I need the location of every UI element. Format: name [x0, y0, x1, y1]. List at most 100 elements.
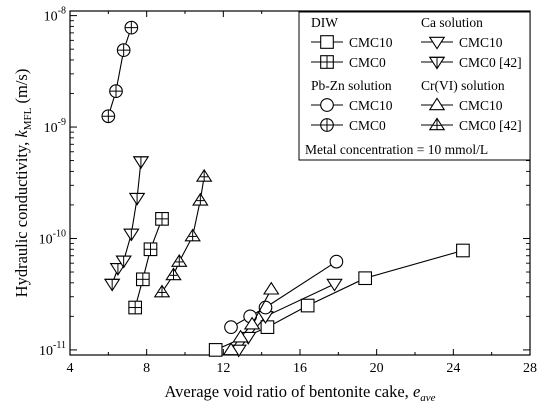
legend-label: CMC0	[349, 55, 386, 70]
x-tick-label: 16	[293, 361, 307, 376]
legend-marker	[428, 56, 446, 70]
square-icon	[260, 320, 275, 335]
data-point	[116, 43, 131, 57]
data-point	[135, 272, 150, 287]
triangle-down-icon	[428, 36, 446, 50]
legend-label: CMC0 [42]	[459, 118, 522, 133]
data-point	[358, 271, 373, 286]
legend-group-title: Pb-Zn solution	[311, 78, 392, 93]
metal-concentration-note: Metal concentration = 10 mmol/L	[305, 142, 488, 157]
legend-entry: CMC10	[311, 98, 393, 113]
square-icon	[300, 298, 315, 313]
square-icon	[456, 243, 470, 258]
triangle-up-icon	[222, 342, 240, 356]
x-tick-label: 12	[216, 361, 230, 376]
circle-icon	[320, 98, 334, 112]
series	[103, 156, 150, 292]
triangle-up-icon	[428, 97, 446, 111]
x-tick-label: 24	[446, 361, 460, 376]
x-tick-label: 4	[67, 361, 74, 376]
series	[222, 281, 280, 356]
data-point	[224, 320, 238, 335]
square-icon	[320, 35, 334, 49]
series	[128, 211, 169, 315]
data-point	[329, 254, 344, 269]
data-point	[300, 298, 315, 313]
legend-label: CMC10	[349, 98, 393, 113]
y-axis-label: Hydraulic conductivity, kMFL (m/s)	[12, 69, 34, 298]
legend-marker	[428, 97, 446, 111]
legend-label: CMC10	[349, 35, 393, 50]
series-line	[230, 261, 337, 328]
legend-entry: CMC10	[311, 35, 393, 50]
data-point	[132, 156, 150, 170]
data-point	[326, 278, 343, 292]
legend-label: CMC10	[459, 35, 503, 50]
series-line	[134, 218, 163, 308]
series-line	[161, 176, 205, 293]
data-point	[101, 109, 116, 124]
x-tick-label: 28	[523, 361, 537, 376]
y-tick-label: 10-8	[44, 6, 66, 25]
data-point	[123, 228, 140, 242]
series	[224, 254, 344, 335]
legend-entry: CMC0 [42]	[421, 55, 522, 70]
data-point	[208, 343, 223, 357]
series-layer	[101, 20, 470, 358]
legend-marker	[320, 55, 334, 69]
data-point	[165, 267, 182, 281]
legend-marker	[428, 117, 446, 131]
legend-marker	[428, 36, 446, 50]
series	[101, 20, 139, 124]
legend-group-title: Ca solution	[421, 15, 483, 30]
data-point	[195, 168, 213, 182]
y-tick-label: 10-11	[39, 340, 66, 359]
legend-marker	[320, 118, 334, 132]
series	[153, 168, 213, 298]
legend-entry: CMC0	[311, 55, 386, 70]
data-point	[128, 300, 143, 315]
data-point	[109, 84, 123, 98]
y-tick-label: 10-9	[44, 117, 66, 136]
data-point	[456, 243, 470, 258]
series-line	[230, 289, 272, 351]
triangle-up-icon	[232, 329, 249, 343]
data-point	[222, 342, 240, 356]
data-point	[184, 228, 201, 242]
data-point	[260, 320, 275, 335]
x-axis-label: Average void ratio of bentonite cake, ea…	[164, 382, 435, 404]
circle-icon	[329, 254, 344, 269]
legend: DIW CMC10 CMC0 Ca solution CMC10 CMC0 [42] Pb-…	[298, 11, 531, 161]
legend-box	[298, 11, 531, 161]
data-point	[128, 192, 146, 206]
legend-label: CMC0 [42]	[459, 55, 522, 70]
square-icon	[358, 271, 373, 286]
data-point	[243, 316, 261, 330]
circle-icon	[224, 320, 238, 335]
y-axis: 10-11 10-10 10-9 10-8	[39, 6, 530, 359]
legend-label: CMC10	[459, 98, 503, 113]
data-point	[115, 255, 132, 269]
data-point	[153, 284, 171, 298]
y-tick-label: 10-10	[39, 228, 66, 247]
data-point	[171, 253, 188, 267]
x-tick-label: 20	[370, 361, 384, 376]
axis-labels: Average void ratio of bentonite cake, ea…	[12, 69, 436, 404]
square-icon	[208, 343, 223, 357]
data-point	[192, 192, 209, 206]
triangle-up-icon	[263, 281, 280, 295]
legend-entry: CMC0 [42]	[421, 117, 522, 133]
legend-entry: CMC10	[421, 35, 503, 50]
circle-icon	[258, 300, 273, 315]
legend-group-title: DIW	[311, 15, 338, 30]
series-line	[107, 27, 132, 117]
triangle-up-icon	[243, 316, 261, 330]
legend-group-title: Cr(VI) solution	[421, 78, 505, 93]
legend-entry: CMC0	[311, 118, 386, 133]
x-tick-label: 8	[143, 361, 150, 376]
data-point	[103, 278, 121, 292]
triangle-down-icon	[326, 278, 343, 292]
legend-label: CMC0	[349, 118, 386, 133]
legend-marker	[320, 98, 334, 112]
